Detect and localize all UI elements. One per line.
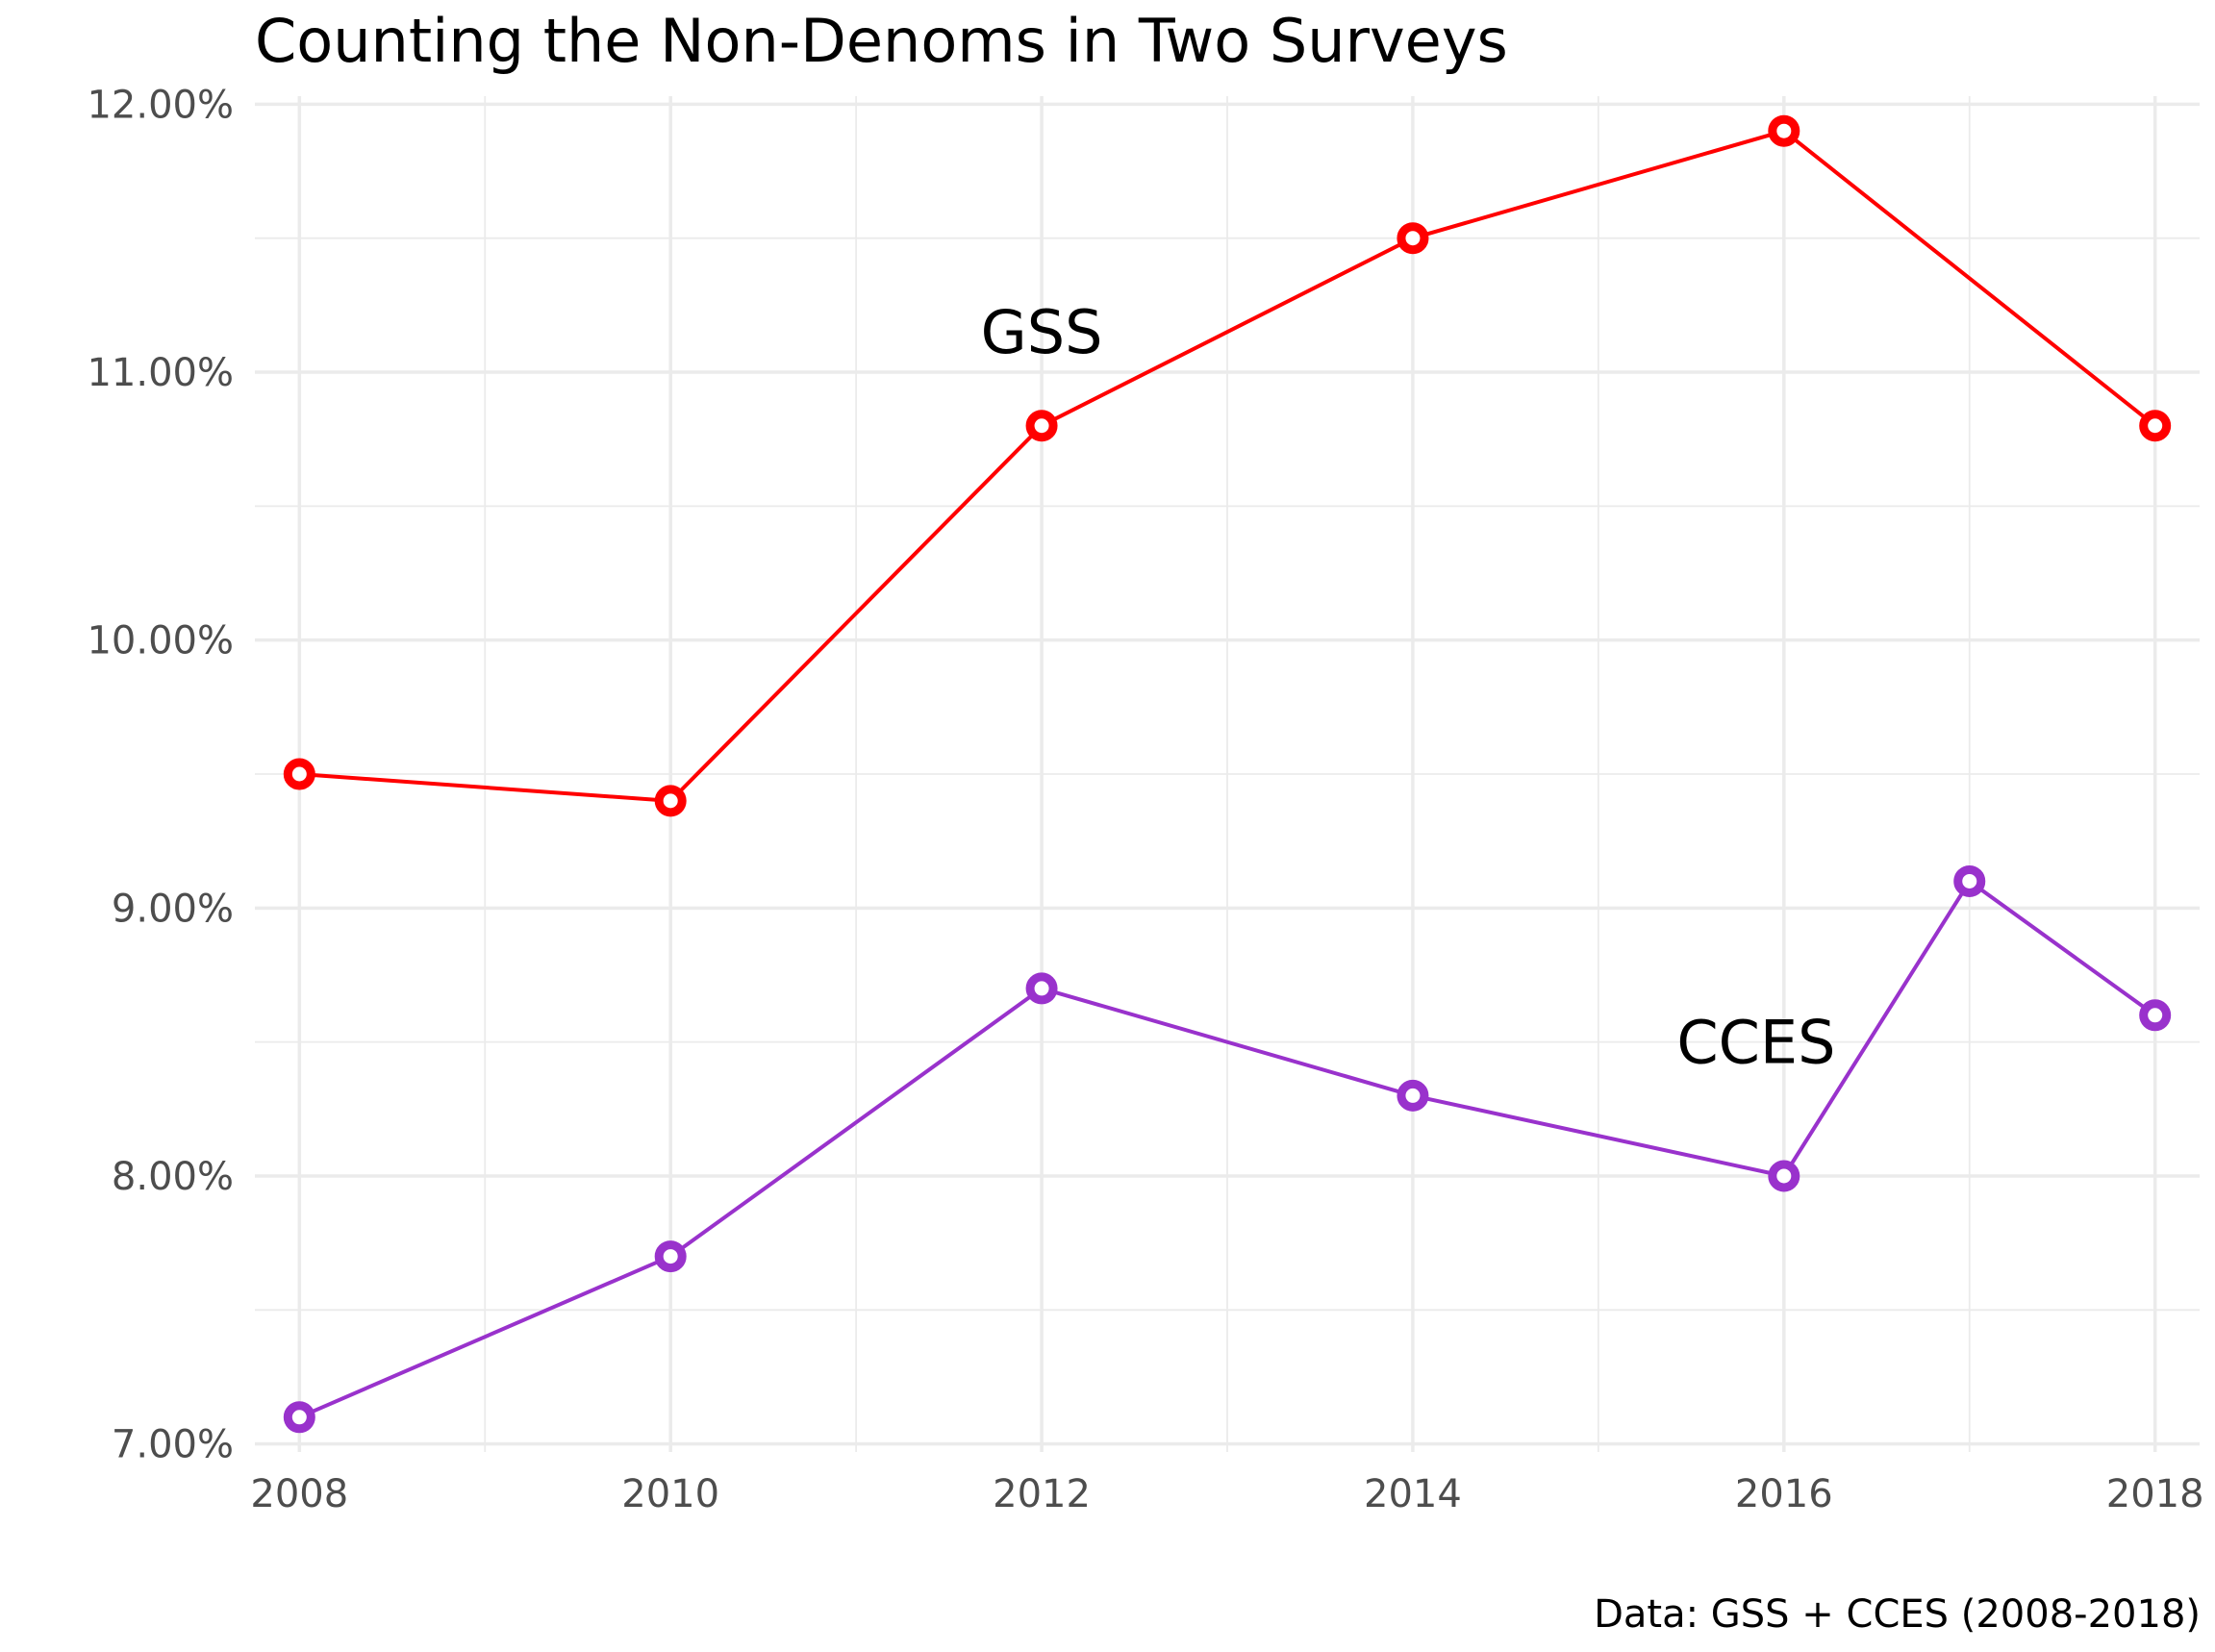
x-tick-label: 2012 — [993, 1472, 1091, 1516]
data-point — [1768, 114, 1800, 147]
data-point — [1025, 972, 1058, 1005]
y-tick-label: 9.00% — [112, 887, 234, 931]
data-point — [2139, 410, 2172, 442]
series-label: CCES — [1676, 1008, 1835, 1078]
x-tick-label: 2014 — [1364, 1472, 1462, 1516]
y-tick-label: 7.00% — [112, 1423, 234, 1467]
x-tick-label: 2016 — [1735, 1472, 1833, 1516]
y-tick-label: 12.00% — [87, 83, 234, 127]
x-tick-label: 2018 — [2106, 1472, 2204, 1516]
data-point — [1397, 1079, 1429, 1112]
series-gss — [283, 114, 2172, 817]
grid — [255, 96, 2200, 1452]
axes: 7.00% 8.00% 9.00% 10.00% 11.00% 12.00% 2008 201… — [87, 83, 2203, 1516]
data-point — [1768, 1160, 1800, 1192]
series-cces — [283, 864, 2172, 1434]
y-tick-label: 11.00% — [87, 351, 234, 395]
series-line — [299, 129, 2156, 803]
chart-title: Counting the Non-Denoms in Two Surveys — [255, 6, 1508, 76]
data-point — [1953, 864, 1986, 897]
y-tick-label: 10.00% — [87, 619, 234, 663]
x-tick-label: 2008 — [250, 1472, 348, 1516]
data-point — [654, 785, 687, 817]
series-layer — [283, 114, 2172, 1434]
chart-caption: Data: GSS + CCES (2008-2018) — [1594, 1592, 2201, 1637]
data-point — [283, 1401, 315, 1434]
series-label: GSS — [981, 297, 1103, 367]
data-point — [654, 1240, 687, 1273]
data-point — [283, 758, 315, 790]
data-point — [2139, 999, 2172, 1032]
y-tick-label: 8.00% — [112, 1155, 234, 1199]
x-tick-label: 2010 — [621, 1472, 719, 1516]
data-point — [1397, 222, 1429, 255]
data-point — [1025, 410, 1058, 442]
series-labels: GSS CCES — [981, 297, 1836, 1077]
